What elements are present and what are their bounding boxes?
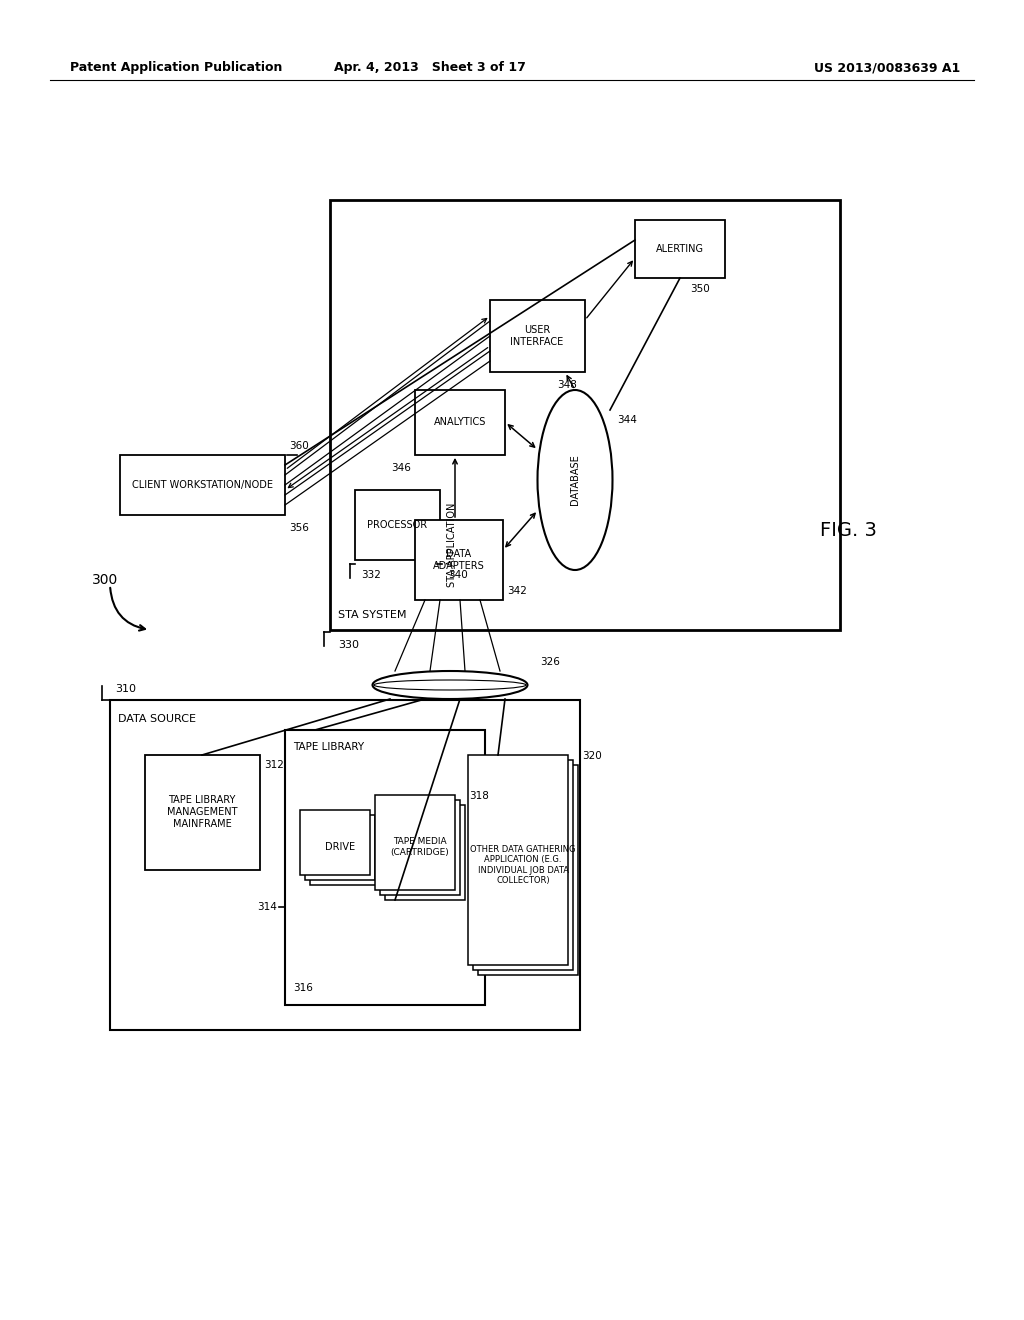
Text: 300: 300 bbox=[92, 573, 118, 587]
Text: 310: 310 bbox=[115, 684, 136, 694]
Text: Patent Application Publication: Patent Application Publication bbox=[70, 62, 283, 74]
Text: 332: 332 bbox=[361, 570, 381, 579]
Text: 348: 348 bbox=[557, 380, 577, 389]
Bar bbox=[300, 810, 370, 875]
Text: 320: 320 bbox=[582, 751, 602, 762]
Text: ALERTING: ALERTING bbox=[656, 244, 705, 253]
Ellipse shape bbox=[538, 389, 612, 570]
Bar bbox=[385, 805, 465, 900]
Text: 350: 350 bbox=[690, 284, 710, 294]
Bar bbox=[490, 300, 585, 372]
Text: TAPE MEDIA
(CARTRIDGE): TAPE MEDIA (CARTRIDGE) bbox=[390, 837, 450, 857]
Text: 360: 360 bbox=[289, 441, 309, 451]
Text: 344: 344 bbox=[617, 414, 637, 425]
Ellipse shape bbox=[373, 671, 527, 700]
Text: 340: 340 bbox=[449, 570, 468, 579]
Text: DATA
ADAPTERS: DATA ADAPTERS bbox=[433, 549, 485, 570]
Text: 314: 314 bbox=[257, 902, 278, 912]
Text: DATA SOURCE: DATA SOURCE bbox=[118, 714, 196, 723]
Bar bbox=[473, 760, 573, 970]
Text: DRIVE: DRIVE bbox=[325, 842, 355, 851]
Text: USER
INTERFACE: USER INTERFACE bbox=[510, 325, 563, 347]
Text: 346: 346 bbox=[391, 463, 411, 473]
Text: US 2013/0083639 A1: US 2013/0083639 A1 bbox=[814, 62, 961, 74]
Text: PROCESSOR: PROCESSOR bbox=[367, 520, 427, 531]
Text: 342: 342 bbox=[507, 586, 527, 597]
Bar bbox=[330, 201, 840, 630]
Text: TAPE LIBRARY
MANAGEMENT
MAINFRAME: TAPE LIBRARY MANAGEMENT MAINFRAME bbox=[167, 796, 238, 829]
Bar bbox=[145, 755, 260, 870]
Bar bbox=[478, 766, 578, 975]
Text: TAPE LIBRARY: TAPE LIBRARY bbox=[293, 742, 365, 752]
Text: 316: 316 bbox=[293, 983, 313, 993]
Bar bbox=[415, 389, 505, 455]
Bar bbox=[468, 755, 568, 965]
Bar bbox=[635, 220, 725, 279]
Text: OTHER DATA GATHERING
APPLICATION (E.G.
INDIVIDUAL JOB DATA
COLLECTOR): OTHER DATA GATHERING APPLICATION (E.G. I… bbox=[470, 845, 575, 886]
Bar bbox=[110, 700, 580, 1030]
Text: Apr. 4, 2013   Sheet 3 of 17: Apr. 4, 2013 Sheet 3 of 17 bbox=[334, 62, 526, 74]
Text: FIG. 3: FIG. 3 bbox=[820, 520, 877, 540]
Bar bbox=[285, 730, 485, 1005]
Bar bbox=[120, 455, 285, 515]
Bar bbox=[380, 800, 460, 895]
Bar bbox=[355, 490, 440, 560]
Text: 326: 326 bbox=[540, 657, 560, 667]
Bar bbox=[375, 795, 455, 890]
Text: 318: 318 bbox=[469, 791, 488, 801]
Text: DATABASE: DATABASE bbox=[570, 454, 580, 506]
Text: 330: 330 bbox=[338, 640, 359, 649]
Text: 356: 356 bbox=[289, 523, 309, 533]
Bar bbox=[305, 814, 375, 880]
Text: STA SYSTEM: STA SYSTEM bbox=[338, 610, 407, 620]
Text: CLIENT WORKSTATION/NODE: CLIENT WORKSTATION/NODE bbox=[131, 480, 272, 490]
Text: 312: 312 bbox=[264, 760, 284, 770]
Text: STA APPLICATION: STA APPLICATION bbox=[447, 503, 457, 587]
Bar bbox=[415, 520, 503, 601]
Text: ANALYTICS: ANALYTICS bbox=[434, 417, 486, 426]
Bar bbox=[310, 820, 380, 884]
